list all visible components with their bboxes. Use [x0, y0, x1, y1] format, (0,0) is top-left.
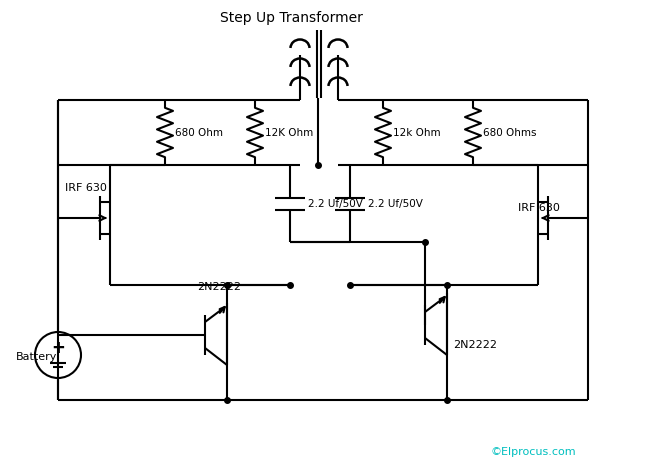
Text: +: +: [51, 339, 65, 357]
Text: 12K Ohm: 12K Ohm: [265, 127, 313, 138]
Text: 12k Ohm: 12k Ohm: [393, 127, 441, 138]
Text: 680 Ohms: 680 Ohms: [483, 127, 537, 138]
Text: 2N2222: 2N2222: [197, 282, 241, 292]
Text: ©Elprocus.com: ©Elprocus.com: [490, 447, 575, 457]
Text: 2.2 Uf/50V: 2.2 Uf/50V: [368, 199, 423, 208]
Text: IRF 630: IRF 630: [518, 203, 560, 213]
Text: 2.2 Uf/50V: 2.2 Uf/50V: [308, 199, 363, 208]
Text: 680 Ohm: 680 Ohm: [175, 127, 223, 138]
Text: IRF 630: IRF 630: [65, 183, 107, 193]
Text: 2N2222: 2N2222: [453, 340, 497, 350]
Text: Step Up Transformer: Step Up Transformer: [220, 11, 363, 25]
Text: Battery: Battery: [16, 352, 57, 362]
